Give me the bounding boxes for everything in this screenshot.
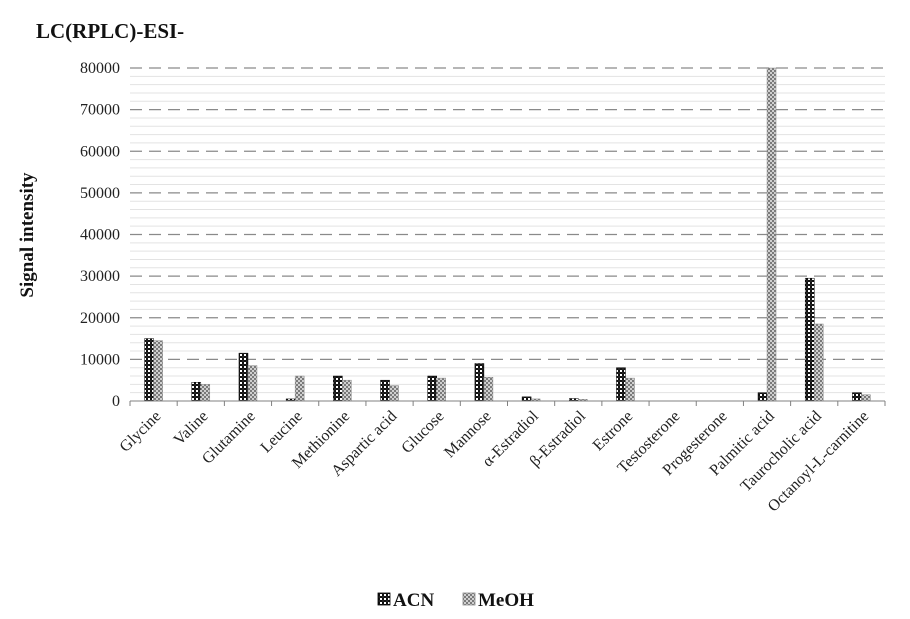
bar-meoh-10 [625,377,635,402]
legend-swatch-meoh [462,592,476,606]
legend-swatch-acn [377,592,391,606]
y-tick-label: 20000 [80,310,120,327]
y-tick-label: 10000 [80,351,120,368]
legend: ACN MeOH [377,590,534,611]
bar-meoh-14 [813,323,824,402]
bar-acn-0 [144,338,154,402]
bar-acn-5 [380,379,390,402]
bar-acn-7 [474,363,485,402]
bar-acn-13 [757,392,768,402]
x-tick-label: Taurocholic acid [737,408,825,496]
bar-meoh-2 [247,365,258,402]
bar-meoh-4 [342,379,352,402]
gridlines [130,67,885,394]
bar-acn-6 [427,375,437,402]
legend-label-acn: ACN [393,590,434,611]
x-axis-ticks: Glycine ValineGlutamineLeucineMethionineA… [117,401,886,515]
chart-title: LC(RPLC)-ESI- [36,19,184,43]
y-tick-label: 40000 [80,227,120,244]
bar-acn-8 [521,396,532,402]
bar-acn-2 [238,352,249,402]
bar-meoh-13 [766,67,777,402]
y-tick-label: 70000 [80,102,120,119]
bar-meoh-7 [483,377,494,402]
y-tick-label: 50000 [80,185,120,202]
y-axis-label: Signal intensity [17,172,38,298]
bar-acn-15 [852,392,862,402]
y-tick-label: 30000 [80,268,120,285]
bar-meoh-5 [389,385,399,402]
bar-meoh-0 [153,340,163,402]
y-tick-label: 0 [112,393,120,410]
y-tick-label: 80000 [80,60,120,77]
bar-acn-4 [333,375,343,402]
bar-acn-1 [191,382,202,402]
x-tick-label: Estrone [590,408,637,455]
bar-meoh-1 [200,384,211,402]
bar-meoh-3 [294,375,305,402]
bar-acn-10 [616,367,626,402]
legend-label-meoh: MeOH [478,590,534,611]
y-axis-ticks: 0 10000 20000 30000 40000 50000 60000 70000 8000… [80,60,120,410]
bar-acn-14 [804,277,815,402]
x-tick-label: Valine [171,408,212,449]
bar-meoh-6 [436,377,446,402]
y-tick-label: 60000 [80,143,120,160]
x-tick-label: Glycine [117,408,165,456]
bar-meoh-15 [861,394,871,402]
